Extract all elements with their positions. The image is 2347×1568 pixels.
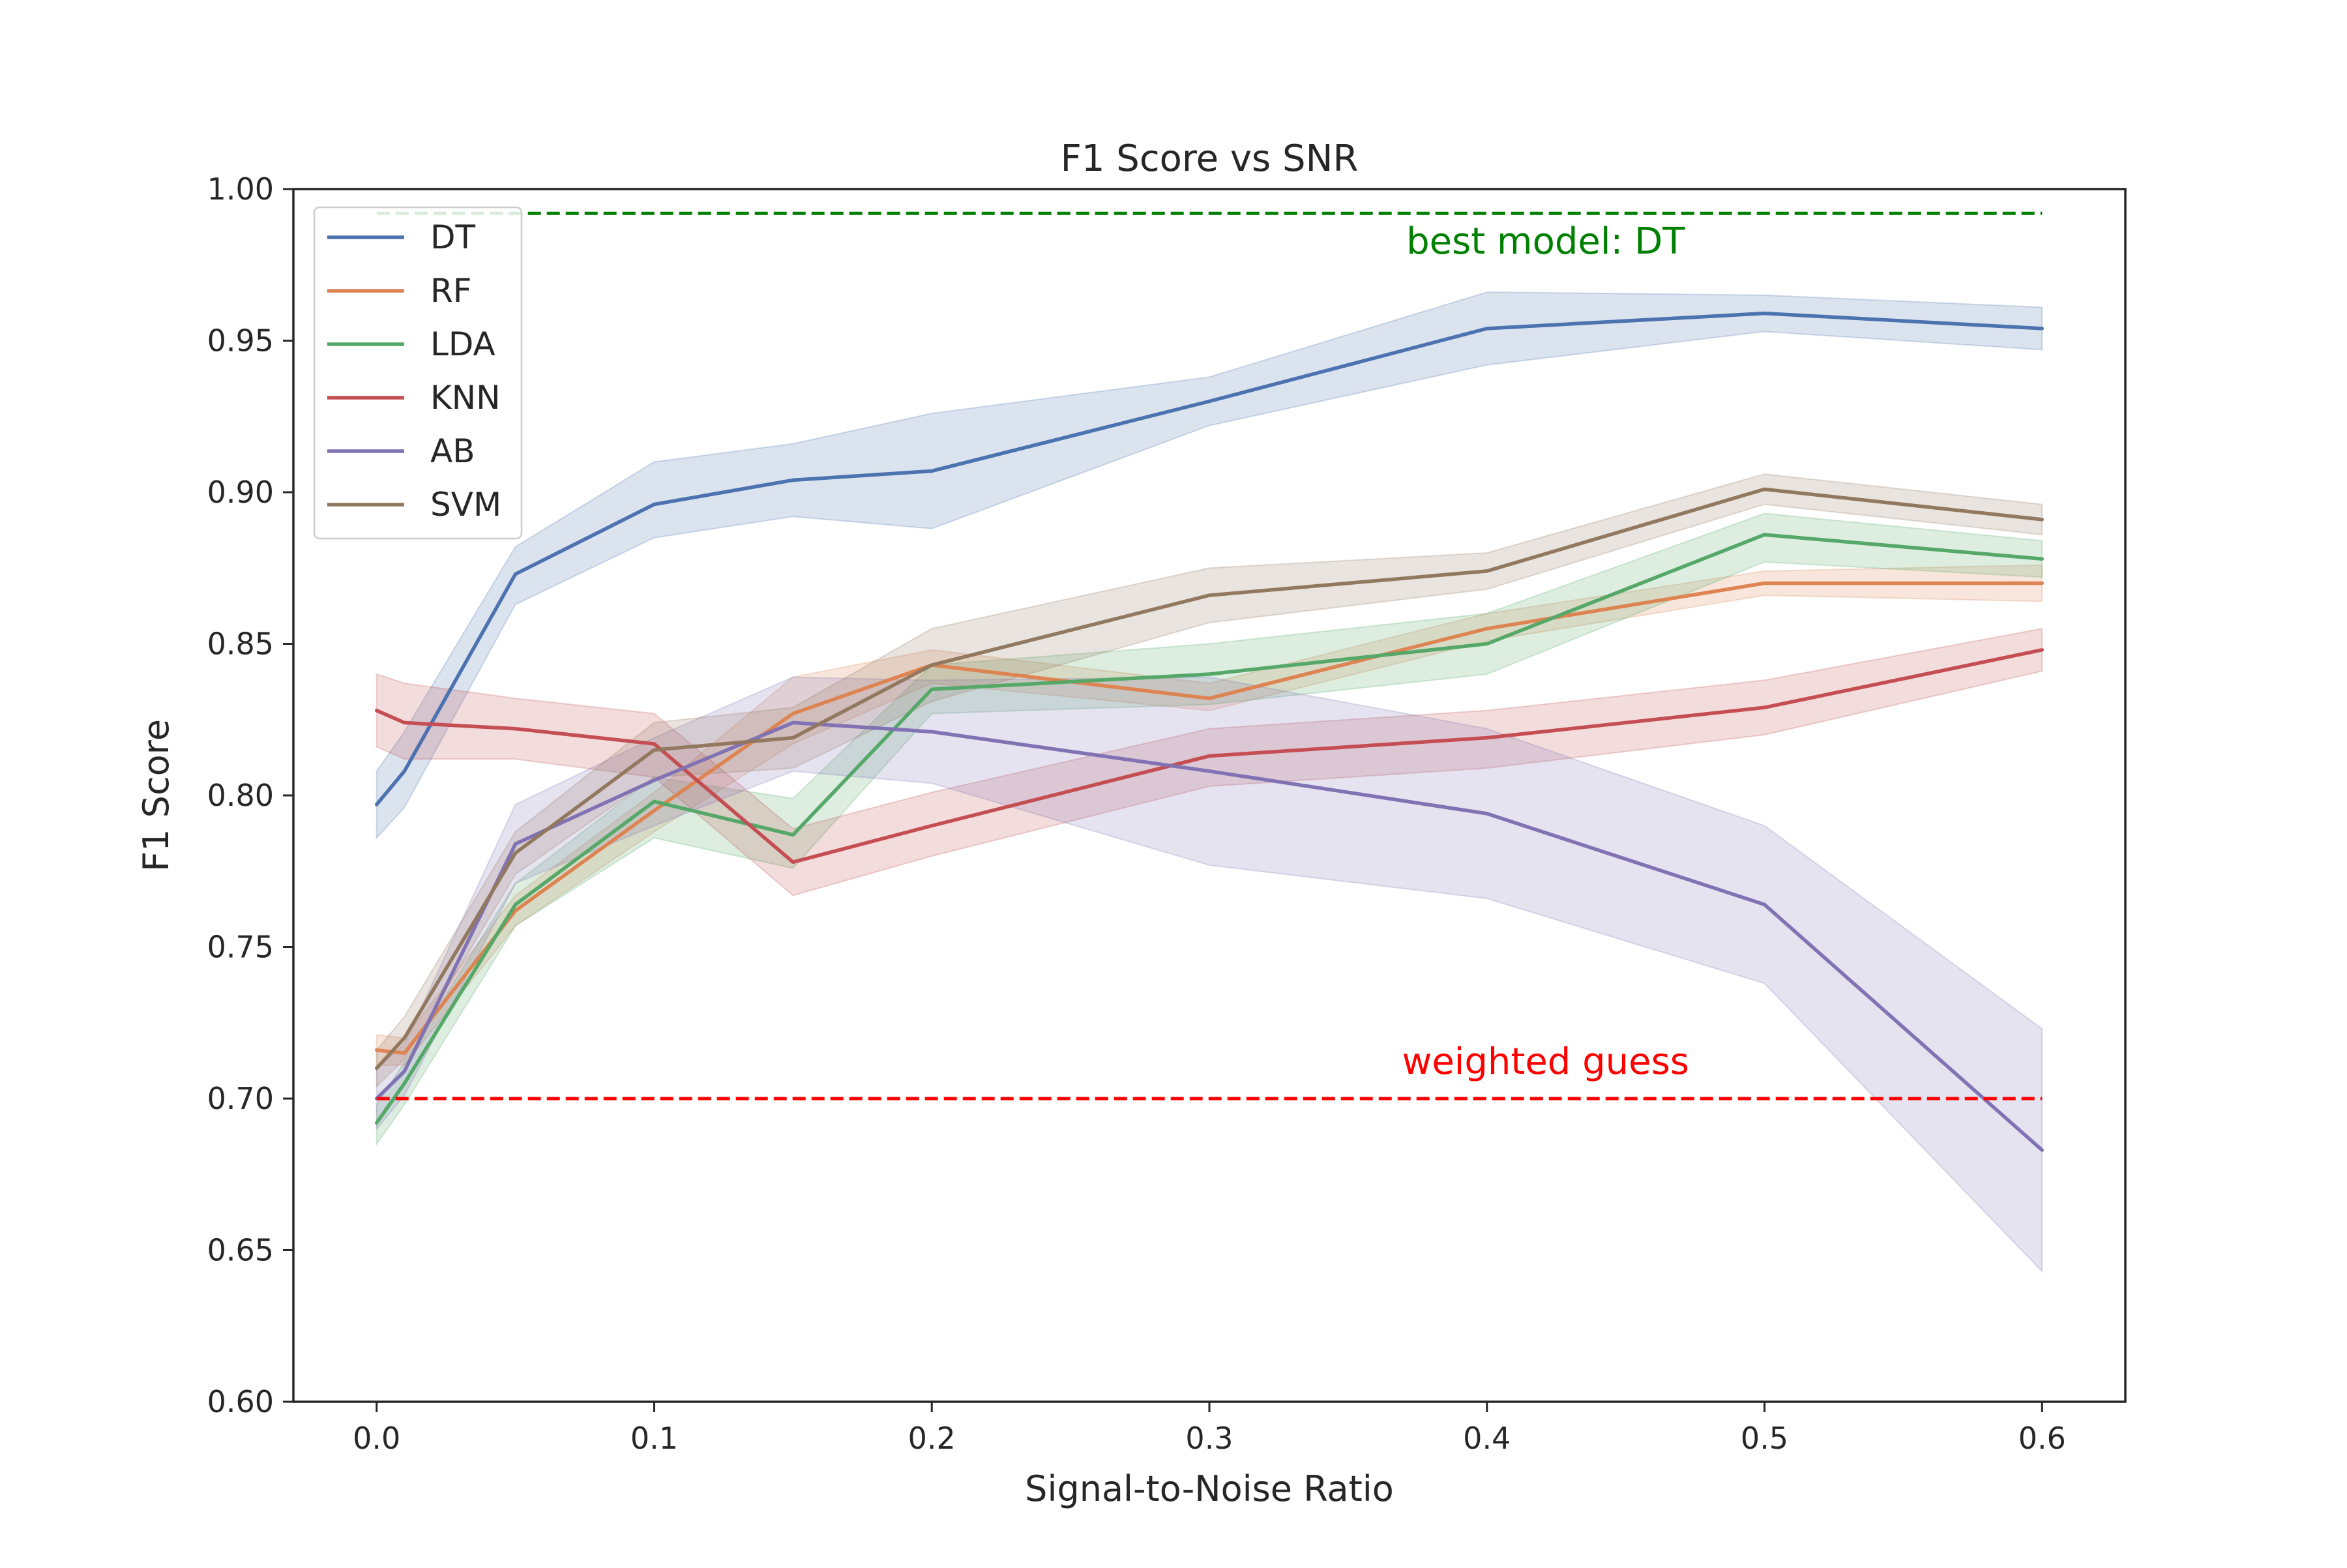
series-line-ab: [374, 720, 2044, 1152]
confidence-bands: [376, 291, 2043, 1273]
y-tick-label: 0.95: [207, 323, 274, 359]
x-tick-label: 0.5: [1741, 1421, 1788, 1456]
x-tick-label: 0.0: [353, 1421, 400, 1456]
x-tick-label: 0.3: [1185, 1421, 1233, 1456]
y-tick-label: 0.75: [207, 930, 274, 965]
x-tick-label: 0.1: [630, 1421, 678, 1456]
legend: DT RF LDA KNN AB SVM: [313, 206, 523, 540]
band-ab: [376, 676, 2043, 1273]
axis-ticks: 0.0 0.1 0.2 0.3 0.4 0.5 0.6 0.60 0.65 0.70 0.75 0.8…: [207, 171, 2066, 1456]
legend-label-rf: RF: [430, 272, 472, 310]
x-tick-label: 0.2: [908, 1421, 956, 1456]
series-line-dt: [374, 311, 2044, 806]
legend-label-ab: AB: [430, 432, 475, 470]
reference-lines: [376, 211, 2043, 1101]
annotation-weighted-guess: weighted guess: [1402, 1041, 1689, 1083]
series-line-knn: [374, 648, 2044, 865]
y-tick-label: 0.65: [207, 1233, 274, 1268]
y-tick-label: 1.00: [207, 171, 274, 207]
legend-label-svm: SVM: [430, 486, 501, 524]
y-tick-label: 0.80: [207, 778, 274, 813]
x-axis-label: Signal-to-Noise Ratio: [1025, 1468, 1394, 1509]
band-knn: [376, 628, 2043, 896]
y-tick-label: 0.60: [207, 1384, 274, 1419]
series-line-lda: [374, 533, 2044, 1125]
x-tick-label: 0.6: [2018, 1421, 2066, 1456]
legend-label-lda: LDA: [430, 325, 495, 363]
series-line-svm: [374, 487, 2044, 1071]
y-axis-label: F1 Score: [136, 719, 177, 872]
annotation-best-model-dt: best model: DT: [1406, 220, 1685, 263]
band-rf: [376, 564, 2043, 1066]
legend-label-knn: KNN: [430, 379, 501, 417]
legend-label-dt: DT: [430, 218, 476, 256]
series-lines: [374, 311, 2044, 1152]
y-tick-label: 0.85: [207, 627, 274, 662]
y-tick-label: 0.90: [207, 475, 274, 510]
y-tick-label: 0.70: [207, 1081, 274, 1116]
x-tick-label: 0.4: [1463, 1421, 1511, 1456]
annotations: best model: DT weighted guess: [1402, 220, 1689, 1083]
chart-title: F1 Score vs SNR: [1061, 138, 1359, 180]
series-line-rf: [374, 581, 2044, 1055]
